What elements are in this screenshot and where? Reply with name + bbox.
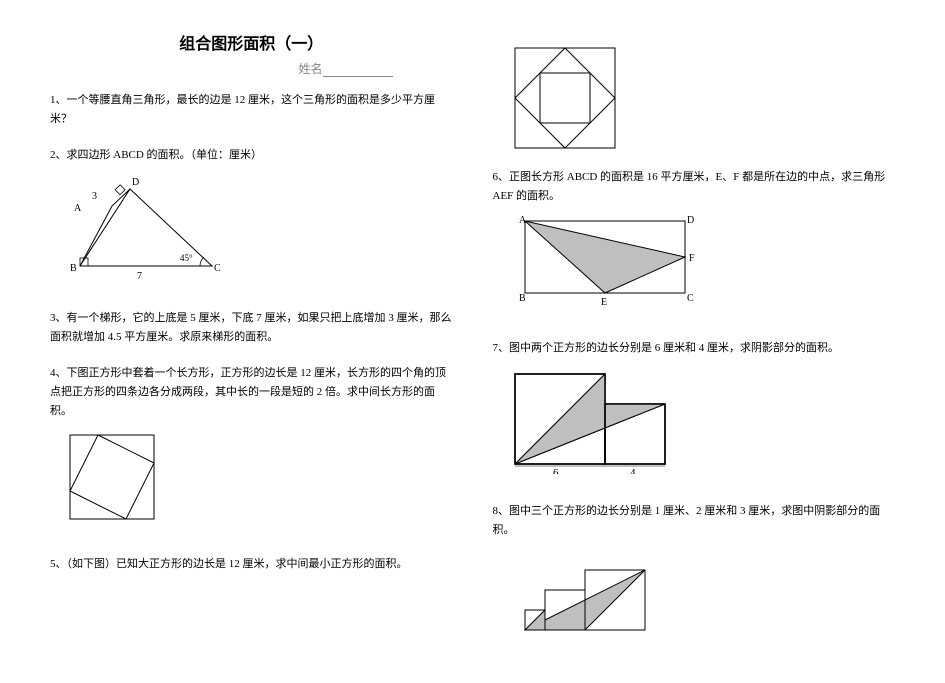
figure-q7: 6 4 [505, 364, 896, 474]
right-column: 6、正图长方形 ABCD 的面积是 16 平方厘米，E、F 都是所在边的中点，求… [493, 30, 896, 673]
figure-q4 [62, 427, 453, 527]
name-underline [323, 76, 393, 77]
question-1: 1、一个等腰直角三角形，最长的边是 12 厘米，这个三角形的面积是多少平方厘米？ [50, 91, 453, 128]
label-3: 3 [92, 191, 97, 202]
label-B: B [70, 263, 77, 274]
label-E6: E [601, 297, 607, 308]
label-D6: D [687, 215, 694, 226]
question-8: 8、图中三个正方形的边长分别是 1 厘米、2 厘米和 3 厘米，求图中阴影部分的… [493, 502, 896, 655]
question-2-text: 2、求四边形 ABCD 的面积。（单位：厘米） [50, 149, 262, 161]
label-7: 7 [137, 271, 142, 281]
name-label: 姓名 [298, 62, 322, 76]
name-field-line: 姓名 [50, 60, 453, 77]
label-A: A [74, 203, 82, 214]
label-F6: F [689, 253, 695, 264]
question-4-text: 4、下图正方形中套着一个长方形，正方形的边长是 12 厘米，长方形的四个角的顶点… [50, 367, 446, 416]
label-C: C [214, 263, 221, 274]
question-7: 7、图中两个正方形的边长分别是 6 厘米和 4 厘米，求阴影部分的面积。 6 [493, 339, 896, 484]
question-4: 4、下图正方形中套着一个长方形，正方形的边长是 12 厘米，长方形的四个角的顶点… [50, 364, 453, 536]
figure-q6: A B C D E F [505, 211, 896, 311]
worksheet-title: 组合图形面积（一） [50, 30, 453, 54]
question-6-text: 6、正图长方形 ABCD 的面积是 16 平方厘米，E、F 都是所在边的中点，求… [493, 171, 886, 202]
question-8-text: 8、图中三个正方形的边长分别是 1 厘米、2 厘米和 3 厘米，求图中阴影部分的… [493, 505, 881, 536]
figure-q8 [505, 545, 896, 645]
worksheet-page: 组合图形面积（一） 姓名 1、一个等腰直角三角形，最长的边是 12 厘米，这个三… [0, 0, 945, 683]
figure-q5 [505, 38, 896, 158]
figure-q2: A B C D 3 7 45° [62, 171, 453, 281]
label-B6: B [519, 293, 526, 304]
label-D: D [132, 177, 139, 188]
question-5: 5、（如下图）已知大正方形的边长是 12 厘米，求中间最小正方形的面积。 [50, 555, 453, 574]
question-2: 2、求四边形 ABCD 的面积。（单位：厘米） A B C D [50, 146, 453, 291]
question-7-text: 7、图中两个正方形的边长分别是 6 厘米和 4 厘米，求阴影部分的面积。 [493, 342, 840, 354]
label-C6: C [687, 293, 694, 304]
label-45: 45° [180, 253, 193, 263]
label-A6: A [519, 215, 527, 226]
left-column: 组合图形面积（一） 姓名 1、一个等腰直角三角形，最长的边是 12 厘米，这个三… [50, 30, 453, 673]
question-3: 3、有一个梯形，它的上底是 5 厘米，下底 7 厘米，如果只把上底增加 3 厘米… [50, 309, 453, 346]
question-6: 6、正图长方形 ABCD 的面积是 16 平方厘米，E、F 都是所在边的中点，求… [493, 168, 896, 321]
label-4: 4 [630, 467, 636, 474]
label-6: 6 [553, 467, 559, 474]
